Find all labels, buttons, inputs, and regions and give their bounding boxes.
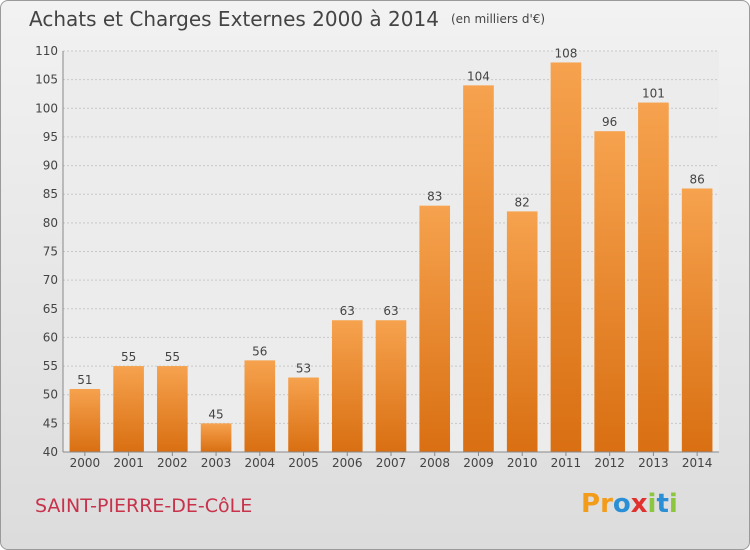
- data-label-2009: 104: [467, 69, 490, 83]
- data-label-2000: 51: [77, 373, 92, 387]
- logo-letter: r: [600, 489, 613, 519]
- bar-2011: [550, 62, 582, 452]
- x-tick-label-2011: 2011: [551, 456, 582, 470]
- bar-2002: [157, 366, 188, 452]
- y-tick-label: 45: [43, 416, 58, 430]
- y-tick-label: 65: [43, 302, 58, 316]
- x-tick-label-2005: 2005: [288, 456, 319, 470]
- y-tick-label: 80: [43, 216, 58, 230]
- bar-2013: [638, 102, 669, 453]
- bar-2004: [244, 360, 276, 452]
- data-label-2008: 83: [427, 190, 442, 204]
- y-tick-label: 85: [43, 187, 58, 201]
- x-tick-label-2002: 2002: [157, 456, 188, 470]
- logo-letter: i: [668, 489, 678, 519]
- x-tick-label-2009: 2009: [463, 456, 494, 470]
- logo-letter: P: [581, 489, 601, 519]
- y-tick-label: 75: [43, 245, 58, 259]
- bar-2012: [594, 131, 625, 452]
- bar-2007: [375, 320, 407, 452]
- x-tick-label-2014: 2014: [682, 456, 713, 470]
- y-tick-label: 110: [35, 44, 58, 58]
- y-tick-label: 90: [43, 159, 58, 173]
- y-tick-label: 105: [35, 73, 58, 87]
- x-tick-label-2013: 2013: [638, 456, 669, 470]
- logo-letter: o: [612, 489, 631, 519]
- bar-2000: [69, 388, 101, 452]
- y-tick-label: 95: [43, 130, 58, 144]
- chart-title: Achats et Charges Externes 2000 à 2014 (e…: [29, 7, 545, 31]
- x-tick-label-2010: 2010: [507, 456, 538, 470]
- data-label-2011: 108: [554, 46, 577, 60]
- logo-letter: i: [647, 489, 657, 519]
- y-tick-label: 60: [43, 330, 58, 344]
- data-label-2001: 55: [121, 350, 136, 364]
- x-tick-label-2007: 2007: [376, 456, 407, 470]
- x-tick-label-2001: 2001: [113, 456, 144, 470]
- y-tick-label: 40: [43, 445, 58, 459]
- data-label-2013: 101: [642, 87, 665, 101]
- x-tick-label-2006: 2006: [332, 456, 363, 470]
- y-tick-label: 50: [43, 388, 58, 402]
- data-label-2007: 63: [383, 304, 398, 318]
- data-label-2003: 45: [208, 407, 223, 421]
- commune-name: SAINT-PIERRE-DE-CôLE: [35, 495, 253, 517]
- unit-note: (en milliers d'€): [450, 12, 546, 26]
- data-label-2005: 53: [296, 362, 311, 376]
- bar-2001: [113, 366, 144, 452]
- y-tick-label: 100: [35, 101, 58, 115]
- y-tick-label: 55: [43, 359, 58, 373]
- data-label-2004: 56: [252, 344, 267, 358]
- data-label-2012: 96: [602, 115, 617, 129]
- data-label-2010: 82: [515, 195, 530, 209]
- bar-2009: [463, 85, 494, 452]
- data-label-2002: 55: [165, 350, 180, 364]
- bar-2008: [419, 205, 451, 452]
- x-tick-label-2008: 2008: [419, 456, 450, 470]
- logo-letter: t: [656, 489, 669, 519]
- chart-title-text: Achats et Charges Externes 2000 à 2014: [29, 7, 439, 31]
- data-label-2006: 63: [340, 304, 355, 318]
- bar-2010: [506, 211, 538, 452]
- x-tick-label-2003: 2003: [201, 456, 232, 470]
- data-label-2014: 86: [689, 172, 704, 186]
- bar-2003: [200, 423, 232, 452]
- y-tick-label: 70: [43, 273, 58, 287]
- x-tick-label-2012: 2012: [594, 456, 625, 470]
- bar-2014: [681, 188, 713, 452]
- logo-letter: x: [630, 489, 648, 519]
- proxiti-logo: Proxiti: [581, 489, 678, 519]
- x-tick-label-2004: 2004: [245, 456, 276, 470]
- bar-2006: [331, 320, 363, 452]
- x-tick-label-2000: 2000: [70, 456, 101, 470]
- bar-2005: [288, 377, 319, 452]
